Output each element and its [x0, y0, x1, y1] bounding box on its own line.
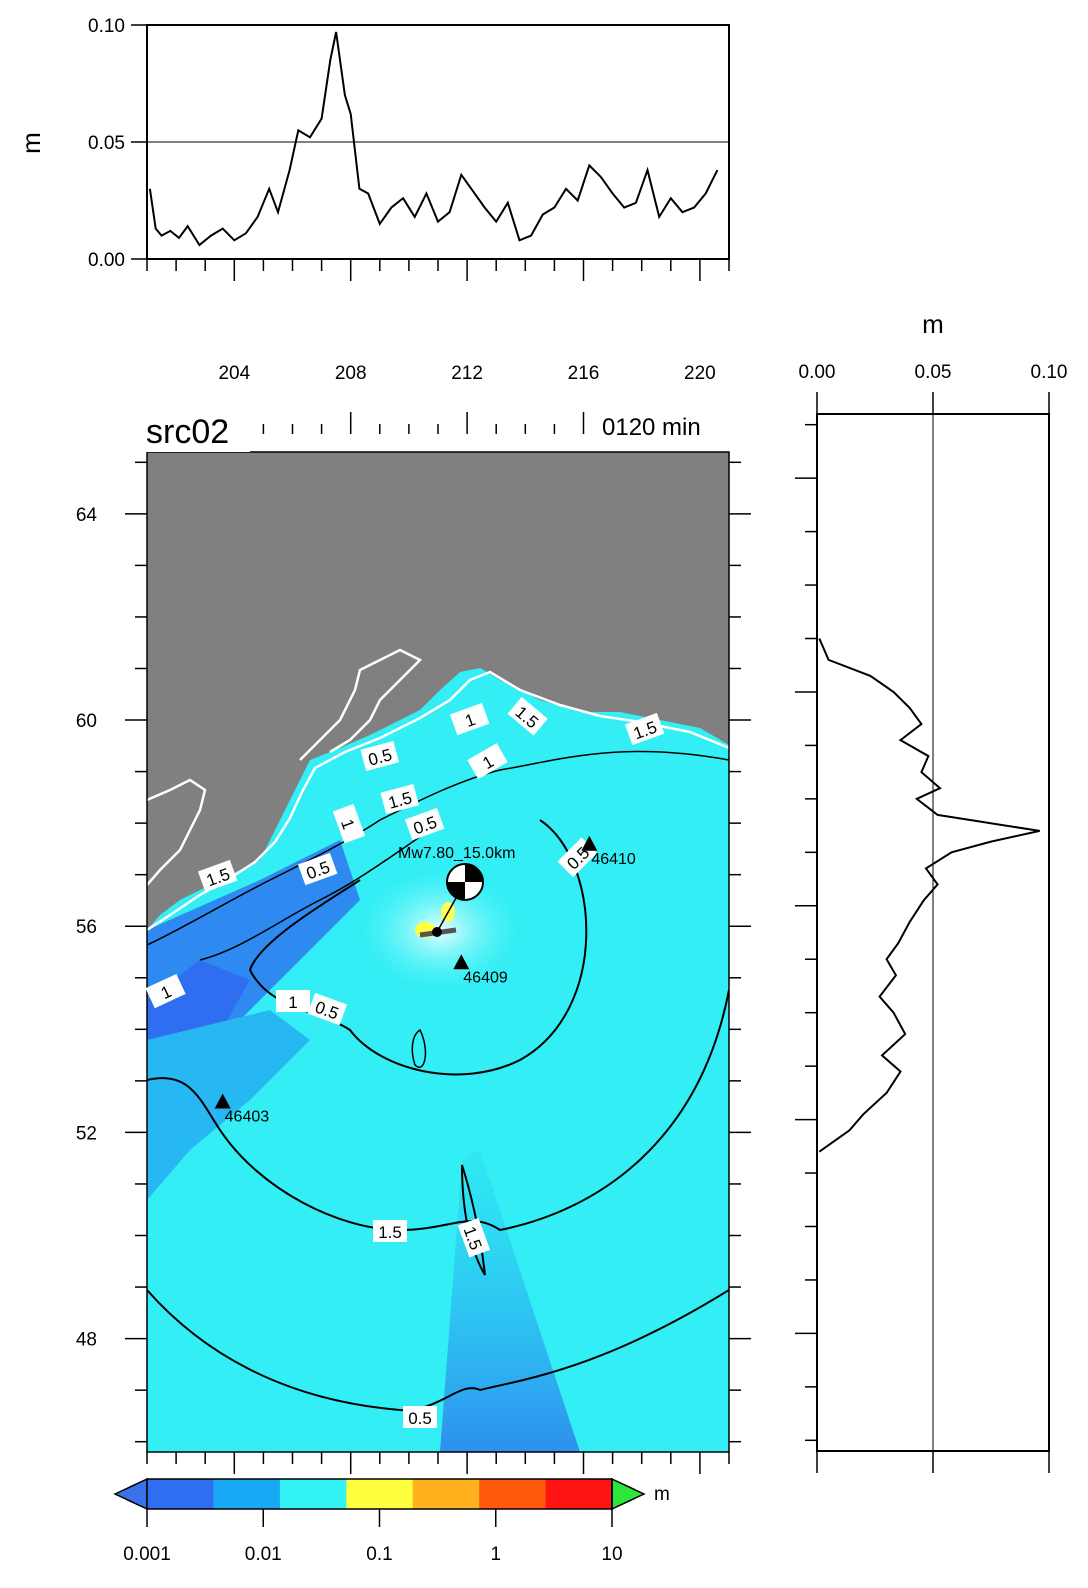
- map-x-tick-label: 212: [451, 363, 483, 384]
- map-y-tick-label: 52: [76, 1123, 97, 1144]
- title-box: [142, 410, 250, 452]
- station-marker: [453, 954, 470, 970]
- map-title: src02: [146, 413, 229, 451]
- map-y-tick-label: 60: [76, 711, 97, 732]
- colorbar-segment: [147, 1479, 214, 1509]
- coastline-main: [147, 670, 729, 932]
- svg-text:1.5: 1.5: [378, 1223, 402, 1242]
- right-x-tick-label: 0.05: [915, 362, 952, 383]
- contour-label: 1: [145, 973, 186, 1009]
- colorbar-segment: [412, 1479, 480, 1509]
- top-panel: 0.00 0.05 0.10 m: [16, 16, 730, 281]
- contour-label: 1.5: [197, 859, 238, 893]
- epicenter-marker: [432, 927, 442, 937]
- contour-0.5: [248, 819, 588, 1076]
- right-series-line: [818, 638, 1040, 1153]
- contour-1.5-south: [147, 1289, 729, 1412]
- right-y-ticks: [795, 423, 817, 1442]
- map-x-tick-label: 204: [218, 363, 250, 384]
- right-x-axis-label: m: [922, 309, 944, 339]
- top-series-line: [148, 31, 719, 247]
- svg-text:1: 1: [288, 993, 297, 1012]
- contour-1: [147, 989, 729, 1232]
- contour-label: 1: [467, 743, 508, 780]
- station-marker: [214, 1093, 231, 1109]
- colorbar-segment: [346, 1479, 414, 1509]
- contour-label: 0.5: [404, 807, 445, 841]
- station-marker: [581, 835, 598, 851]
- colorbar-segments: [147, 1479, 613, 1509]
- contour-label: 1: [276, 990, 310, 1012]
- coastline-west: [147, 778, 207, 886]
- contour-coastal-1: [147, 750, 729, 946]
- contour-label-layer: 0.51.51 1.51.50.51.50.5110.50.511.51.50.5…: [145, 696, 665, 1428]
- colorbar: m 0.001 0.01 0.1 1 10: [113, 1477, 670, 1565]
- time-label: 0120 min: [602, 414, 701, 441]
- map-y-axis: 64 60 56 52 48: [76, 461, 751, 1443]
- right-panel: 0.00 0.05 0.10 m: [795, 309, 1067, 1473]
- colorbar-segment: [545, 1479, 613, 1509]
- top-y-tick-label: 0.00: [88, 250, 125, 271]
- station-label: 46403: [225, 1108, 270, 1125]
- map-y-tick-label: 48: [76, 1330, 97, 1351]
- map-x-tick-label: 216: [568, 363, 600, 384]
- time-box: [598, 410, 731, 442]
- map-field: [147, 452, 729, 1452]
- map-panel: 204 208 212 216 220 64 60 56 52 48 0.5 1.5 1 1.5 1.5…: [76, 363, 751, 1474]
- station-label: 46409: [463, 969, 508, 986]
- colorbar-tick-label: 0.001: [123, 1544, 171, 1565]
- right-x-axis: 0.00 0.05 0.10: [799, 362, 1068, 1473]
- map-x-tick-label: 220: [684, 363, 716, 384]
- colorbar-over-triangle: [611, 1477, 646, 1511]
- contour-label: 1.5: [373, 1220, 407, 1242]
- contour-label: 0.5: [403, 1406, 437, 1428]
- contour-island: [411, 1028, 427, 1068]
- svg-text:0.5: 0.5: [408, 1409, 432, 1428]
- top-y-axis-label: m: [16, 132, 46, 154]
- station-label: 46410: [591, 851, 636, 868]
- contour-1.5-ridge: [461, 1164, 486, 1276]
- contour-label: 1.5: [457, 1217, 491, 1258]
- contour-label: 1: [332, 803, 366, 844]
- map-y-tick-label: 64: [76, 505, 98, 526]
- colorbar-ticks: 0.001 0.01 0.1 1 10: [123, 1509, 623, 1565]
- colorbar-tick-label: 10: [601, 1544, 622, 1565]
- colorbar-under-triangle: [113, 1477, 148, 1511]
- colorbar-unit: m: [654, 1484, 670, 1505]
- colorbar-tick-label: 0.1: [366, 1544, 392, 1565]
- colorbar-segment: [279, 1479, 347, 1509]
- top-y-tick-label: 0.10: [88, 16, 125, 37]
- map-x-tick-label: 208: [335, 363, 367, 384]
- contour-coastal-2: [199, 829, 431, 961]
- contour-label: 1: [449, 702, 490, 736]
- focal-mechanism-icon: [446, 863, 484, 901]
- right-x-tick-label: 0.00: [799, 362, 836, 383]
- coastline-peninsula: [299, 648, 423, 761]
- epicenter-label: Mw7.80_15.0km: [398, 845, 515, 862]
- right-x-tick-label: 0.10: [1031, 362, 1068, 383]
- top-y-tick-label: 0.05: [88, 133, 125, 154]
- colorbar-tick-label: 1: [490, 1544, 501, 1565]
- station-layer: 46410 46409 46403: [214, 835, 636, 1125]
- colorbar-segment: [213, 1479, 281, 1509]
- top-y-axis: 0.00 0.05 0.10: [88, 16, 147, 271]
- colorbar-segment: [479, 1479, 547, 1509]
- colorbar-tick-label: 0.01: [245, 1544, 282, 1565]
- top-x-ticks: [146, 259, 730, 281]
- map-y-tick-label: 56: [76, 917, 97, 938]
- contour-label: 0.5: [360, 741, 400, 772]
- coastal-low-band: [147, 840, 360, 1200]
- land-mass: [147, 452, 729, 930]
